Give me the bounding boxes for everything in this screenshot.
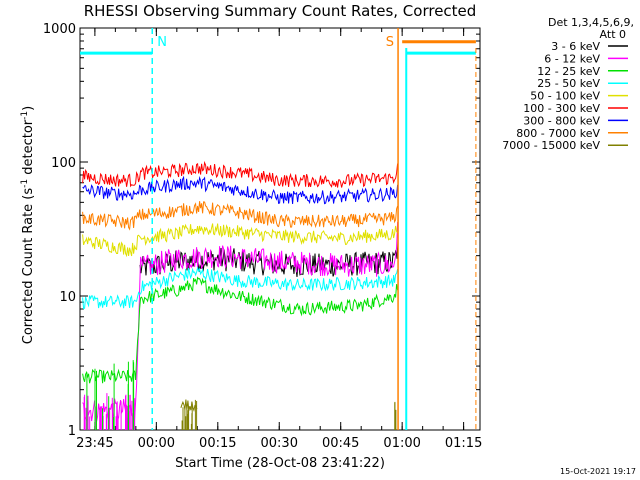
timestamp-stamp: 15-Oct-2021 19:17 [560, 467, 636, 476]
marker-label: N [157, 35, 167, 50]
y-tick-label: 10 [59, 290, 76, 305]
x-tick-label: 01:15 [445, 436, 482, 451]
series-line [82, 223, 398, 258]
legend-item-label: 50 - 100 keV [530, 90, 600, 103]
legend-item-label: 12 - 25 keV [537, 65, 600, 78]
legend-header-line-1: Det 1,3,4,5,6,9, [548, 16, 634, 29]
x-tick-label: 00:15 [199, 436, 236, 451]
legend-item-label: 25 - 50 keV [537, 77, 600, 90]
series-line [82, 175, 399, 205]
series-line [82, 201, 399, 231]
marker-label: S [386, 35, 394, 50]
series-line [82, 221, 399, 424]
x-tick-label: 00:30 [261, 436, 298, 451]
axes: 1 10 100 1000 23:45 00:00 00:15 00:30 00:45 01:00… [43, 22, 482, 451]
y-label-part-2: detector [21, 119, 36, 179]
y-label-sup-1: -1 [20, 179, 30, 188]
overlay-lines [80, 40, 476, 55]
series-group [82, 160, 399, 430]
legend-header-line-2: Att 0 [600, 28, 626, 41]
legend-item-label: 6 - 12 keV [544, 52, 600, 65]
legend-item-label: 100 - 300 keV [523, 102, 600, 115]
legend-item-label: 3 - 6 keV [551, 40, 600, 53]
x-axis-label: Start Time (28-Oct-08 23:41:22) [175, 456, 385, 471]
y-tick-label: 1000 [43, 22, 76, 37]
y-axis-label: Corrected Count Rate (s-1 detector-1) [20, 106, 36, 344]
y-label-part-1: Corrected Count Rate (s [21, 188, 36, 345]
series-line [82, 276, 399, 384]
y-label-sup-2: -1 [20, 111, 30, 120]
series-line [82, 266, 399, 310]
y-tick-label: 100 [51, 156, 76, 171]
legend-item-label: 800 - 7000 keV [516, 127, 600, 140]
plot-frame [79, 27, 481, 431]
x-tick-label: 00:45 [322, 436, 359, 451]
x-tick-label: 23:45 [76, 436, 113, 451]
x-tick-label: 01:00 [383, 436, 420, 451]
y-label-part-3: ) [21, 106, 36, 111]
series-line [82, 160, 399, 188]
x-tick-label: 00:00 [138, 436, 175, 451]
y-tick-label: 1 [68, 424, 76, 439]
chart-title: RHESSI Observing Summary Count Rates, Co… [84, 2, 477, 20]
legend-item-label: 7000 - 15000 keV [502, 139, 600, 152]
legend-item-label: 300 - 800 keV [523, 114, 600, 127]
